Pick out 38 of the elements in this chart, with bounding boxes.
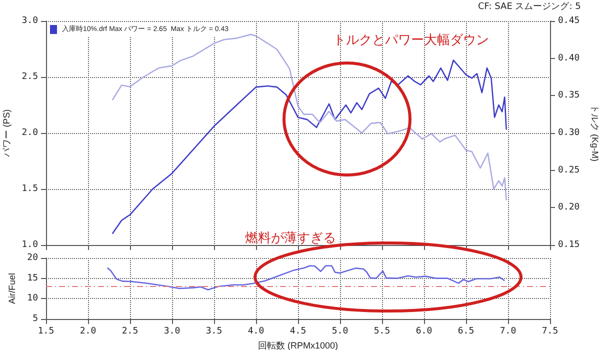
y-tick-label: 15 [27, 273, 38, 284]
x-tick-label: 5.5 [374, 326, 390, 336]
x-tick-label: 5.0 [332, 326, 348, 336]
x-tick-label: 2.0 [80, 326, 96, 336]
line-series [112, 34, 507, 201]
y2-tick-label: 0.25 [558, 165, 580, 176]
y2-tick-label: 0.35 [558, 90, 580, 101]
y-tick-label: 3.0 [22, 16, 38, 26]
y-tick-label: 2.0 [22, 128, 38, 138]
annotation: 燃料が薄すぎる [245, 230, 336, 247]
y-tick-label: 20 [27, 253, 38, 263]
text: CF: SAE スムージング: 5 [478, 1, 581, 13]
y-tick-label: 1.0 [22, 240, 38, 250]
x-tick-label: 6.0 [416, 326, 432, 336]
y2-tick-label: 0.45 [558, 16, 580, 26]
x-axis-title: 回転数 (RPMx1000) [258, 340, 338, 350]
y-tick-label: 1.5 [22, 184, 38, 194]
y-tick-label: 5 [32, 314, 38, 324]
y-axis-title: Air/Fuel [6, 272, 17, 304]
x-tick-label: 1.5 [38, 326, 54, 336]
annotation: トルクとパワー大幅ダウン [333, 32, 489, 49]
y2-tick-label: 0.40 [558, 53, 580, 64]
x-tick-label: 7.5 [542, 326, 558, 336]
x-tick-label: 4.0 [248, 326, 264, 336]
y2-axis-title: トルク (Kg-M) [590, 104, 600, 162]
y-tick-label: 2.5 [22, 72, 38, 82]
x-tick-label: 7.0 [500, 326, 516, 336]
y2-tick-label: 0.20 [558, 202, 580, 213]
x-tick-label: 4.5 [290, 326, 306, 336]
y2-tick-label: 0.15 [558, 240, 580, 250]
y-axis-title: パワー (PS) [1, 109, 12, 158]
x-tick-label: 3.0 [164, 326, 180, 336]
line-series [106, 265, 506, 290]
y-tick-label: 10 [27, 294, 38, 304]
x-tick-label: 6.5 [458, 326, 474, 336]
y2-tick-label: 0.30 [558, 128, 580, 138]
x-tick-label: 3.5 [206, 326, 222, 336]
x-tick-label: 2.5 [122, 326, 138, 336]
